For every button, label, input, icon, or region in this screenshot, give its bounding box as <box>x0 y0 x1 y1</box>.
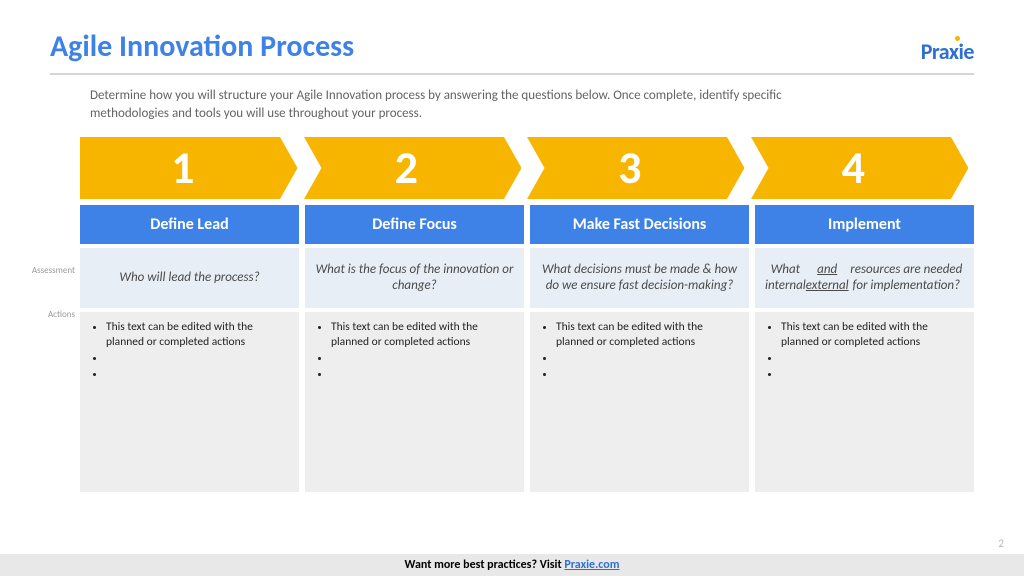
column-1: Define Lead Who will lead the process? T… <box>80 205 299 492</box>
action-item <box>106 367 289 382</box>
action-item <box>331 351 514 366</box>
action-item <box>781 367 964 382</box>
action-item <box>781 351 964 366</box>
actions-cell[interactable]: This text can be edited with the planned… <box>305 312 524 492</box>
column-header: Define Lead <box>80 205 299 244</box>
step-number: 3 <box>527 137 733 199</box>
row-label-actions: Actions <box>0 309 75 320</box>
action-item <box>556 367 739 382</box>
step-number: 2 <box>304 137 510 199</box>
assessment-cell: What is the focus of the innovation or c… <box>305 248 524 308</box>
logo-text: Praxie <box>921 38 974 65</box>
step-number: 4 <box>751 137 957 199</box>
page-number: 2 <box>998 537 1004 550</box>
footer-lead: Want more best practices? Visit <box>405 558 562 572</box>
header: Agile Innovation Process Praxie <box>0 0 1024 73</box>
actions-cell[interactable]: This text can be edited with the planned… <box>755 312 974 492</box>
logo-dot-icon <box>955 36 960 41</box>
columns: Define Lead Who will lead the process? T… <box>80 205 974 492</box>
step-chevron-3: 3 <box>527 137 745 199</box>
action-item <box>331 367 514 382</box>
step-number: 1 <box>80 137 286 199</box>
assessment-underline: and external <box>806 262 849 295</box>
column-2: Define Focus What is the focus of the in… <box>305 205 524 492</box>
action-item: This text can be edited with the planned… <box>106 320 289 350</box>
actions-cell[interactable]: This text can be edited with the planned… <box>530 312 749 492</box>
process-grid: Assessment Actions 1 2 3 4 Define Lead W… <box>0 137 1024 492</box>
action-item <box>106 351 289 366</box>
action-item: This text can be edited with the planned… <box>331 320 514 350</box>
logo: Praxie <box>921 38 974 65</box>
assessment-text: What internal <box>765 262 806 295</box>
assessment-cell: What decisions must be made & how do we … <box>530 248 749 308</box>
column-header: Implement <box>755 205 974 244</box>
column-4: Implement What internal and external res… <box>755 205 974 492</box>
action-item: This text can be edited with the planned… <box>781 320 964 350</box>
row-label-assessment: Assessment <box>0 265 75 276</box>
step-chevron-2: 2 <box>304 137 522 199</box>
step-chevron-4: 4 <box>751 137 969 199</box>
column-header: Define Focus <box>305 205 524 244</box>
action-item <box>556 351 739 366</box>
column-3: Make Fast Decisions What decisions must … <box>530 205 749 492</box>
assessment-cell: What internal and external resources are… <box>755 248 974 308</box>
footer-bar: Want more best practices? Visit Praxie.c… <box>0 554 1024 576</box>
column-header: Make Fast Decisions <box>530 205 749 244</box>
footer-link[interactable]: Praxie.com <box>564 558 619 572</box>
intro-text: Determine how you will structure your Ag… <box>0 85 900 137</box>
assessment-cell: Who will lead the process? <box>80 248 299 308</box>
divider <box>50 73 974 75</box>
action-item: This text can be edited with the planned… <box>556 320 739 350</box>
assessment-text: resources are needed for implementation? <box>849 262 964 295</box>
page-title: Agile Innovation Process <box>50 28 354 65</box>
chevron-row: 1 2 3 4 <box>80 137 974 199</box>
actions-cell[interactable]: This text can be edited with the planned… <box>80 312 299 492</box>
step-chevron-1: 1 <box>80 137 298 199</box>
